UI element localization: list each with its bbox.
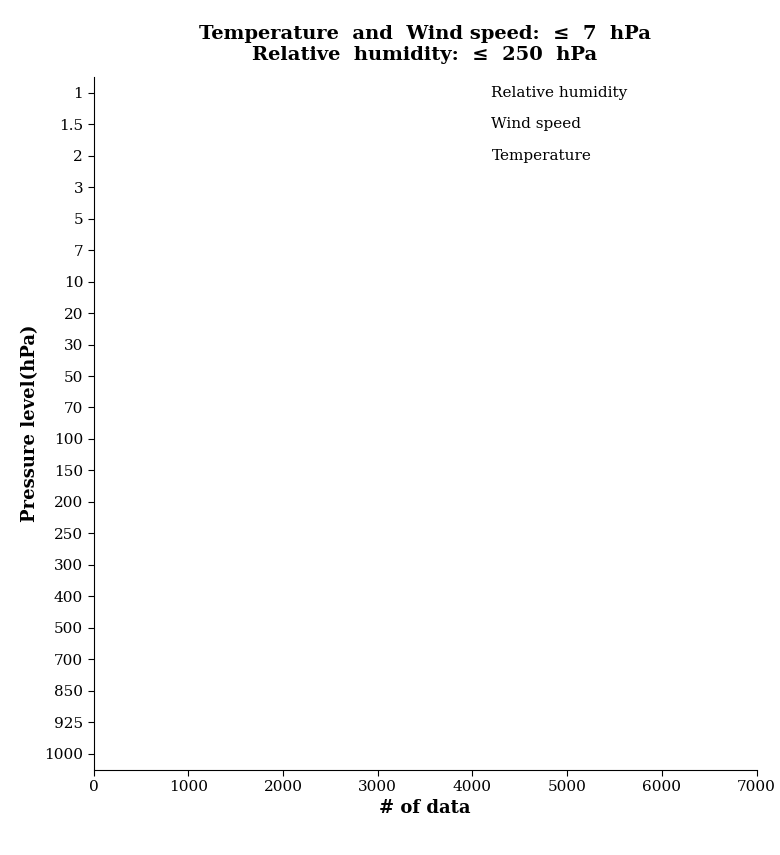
Title: Temperature  and  Wind speed:  ≤  7  hPa
Relative  humidity:  ≤  250  hPa: Temperature and Wind speed: ≤ 7 hPa Rela… bbox=[199, 26, 651, 64]
X-axis label: # of data: # of data bbox=[379, 799, 471, 817]
Text: Wind speed: Wind speed bbox=[491, 117, 581, 131]
Y-axis label: Pressure level(hPa): Pressure level(hPa) bbox=[20, 325, 39, 522]
Text: Relative humidity: Relative humidity bbox=[491, 86, 628, 100]
Text: Temperature: Temperature bbox=[491, 149, 591, 163]
